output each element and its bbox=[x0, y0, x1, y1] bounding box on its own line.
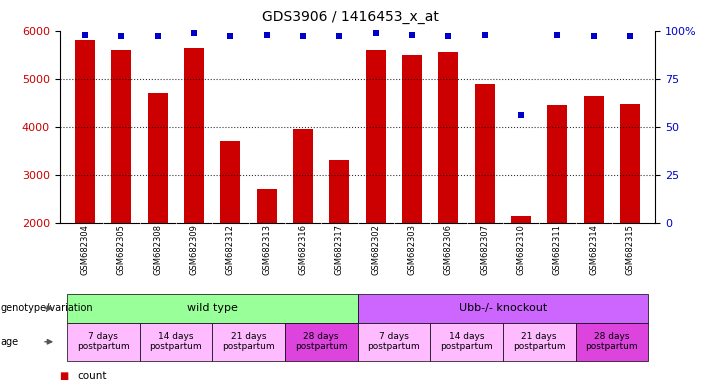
Bar bbox=[358, 294, 648, 323]
Text: GSM682302: GSM682302 bbox=[371, 224, 380, 275]
Text: genotype/variation: genotype/variation bbox=[1, 303, 93, 313]
Text: ■: ■ bbox=[60, 371, 69, 381]
Text: GSM682309: GSM682309 bbox=[189, 224, 198, 275]
Bar bbox=[148, 93, 168, 223]
Text: GSM682310: GSM682310 bbox=[517, 224, 526, 275]
Text: GSM682305: GSM682305 bbox=[117, 224, 126, 275]
Text: 14 days
postpartum: 14 days postpartum bbox=[149, 332, 202, 351]
Text: 14 days
postpartum: 14 days postpartum bbox=[440, 332, 493, 351]
Text: GSM682314: GSM682314 bbox=[589, 224, 598, 275]
Text: wild type: wild type bbox=[186, 303, 238, 313]
Text: GSM682303: GSM682303 bbox=[407, 224, 416, 275]
Bar bbox=[547, 105, 567, 223]
Bar bbox=[329, 161, 349, 223]
Bar bbox=[293, 129, 313, 223]
Bar bbox=[620, 104, 640, 223]
Bar bbox=[67, 323, 139, 361]
Text: GSM682312: GSM682312 bbox=[226, 224, 235, 275]
Bar bbox=[366, 50, 386, 223]
Bar bbox=[139, 323, 212, 361]
Text: 7 days
postpartum: 7 days postpartum bbox=[77, 332, 130, 351]
Text: GSM682311: GSM682311 bbox=[553, 224, 562, 275]
Bar bbox=[430, 323, 503, 361]
Text: GSM682315: GSM682315 bbox=[625, 224, 634, 275]
Text: 28 days
postpartum: 28 days postpartum bbox=[295, 332, 348, 351]
Text: GSM682313: GSM682313 bbox=[262, 224, 271, 275]
Text: age: age bbox=[1, 337, 19, 347]
Text: GDS3906 / 1416453_x_at: GDS3906 / 1416453_x_at bbox=[262, 10, 439, 23]
Text: GSM682308: GSM682308 bbox=[154, 224, 162, 275]
Text: GSM682304: GSM682304 bbox=[81, 224, 90, 275]
Bar bbox=[584, 96, 604, 223]
Bar bbox=[358, 323, 430, 361]
Text: GSM682316: GSM682316 bbox=[299, 224, 308, 275]
Text: GSM682317: GSM682317 bbox=[335, 224, 344, 275]
Text: count: count bbox=[77, 371, 107, 381]
Text: 7 days
postpartum: 7 days postpartum bbox=[367, 332, 420, 351]
Bar bbox=[111, 50, 131, 223]
Bar bbox=[67, 294, 358, 323]
Bar bbox=[220, 141, 240, 223]
Bar bbox=[184, 48, 204, 223]
Bar bbox=[212, 323, 285, 361]
Text: 28 days
postpartum: 28 days postpartum bbox=[585, 332, 638, 351]
Text: 21 days
postpartum: 21 days postpartum bbox=[513, 332, 566, 351]
Bar bbox=[503, 323, 576, 361]
Bar bbox=[475, 84, 495, 223]
Text: GSM682306: GSM682306 bbox=[444, 224, 453, 275]
Bar bbox=[438, 52, 458, 223]
Bar bbox=[511, 215, 531, 223]
Bar bbox=[75, 40, 95, 223]
Bar bbox=[285, 323, 358, 361]
Text: 21 days
postpartum: 21 days postpartum bbox=[222, 332, 275, 351]
Text: Ubb-/- knockout: Ubb-/- knockout bbox=[458, 303, 547, 313]
Bar bbox=[576, 323, 648, 361]
Bar bbox=[257, 189, 277, 223]
Bar bbox=[402, 55, 422, 223]
Text: GSM682307: GSM682307 bbox=[480, 224, 489, 275]
